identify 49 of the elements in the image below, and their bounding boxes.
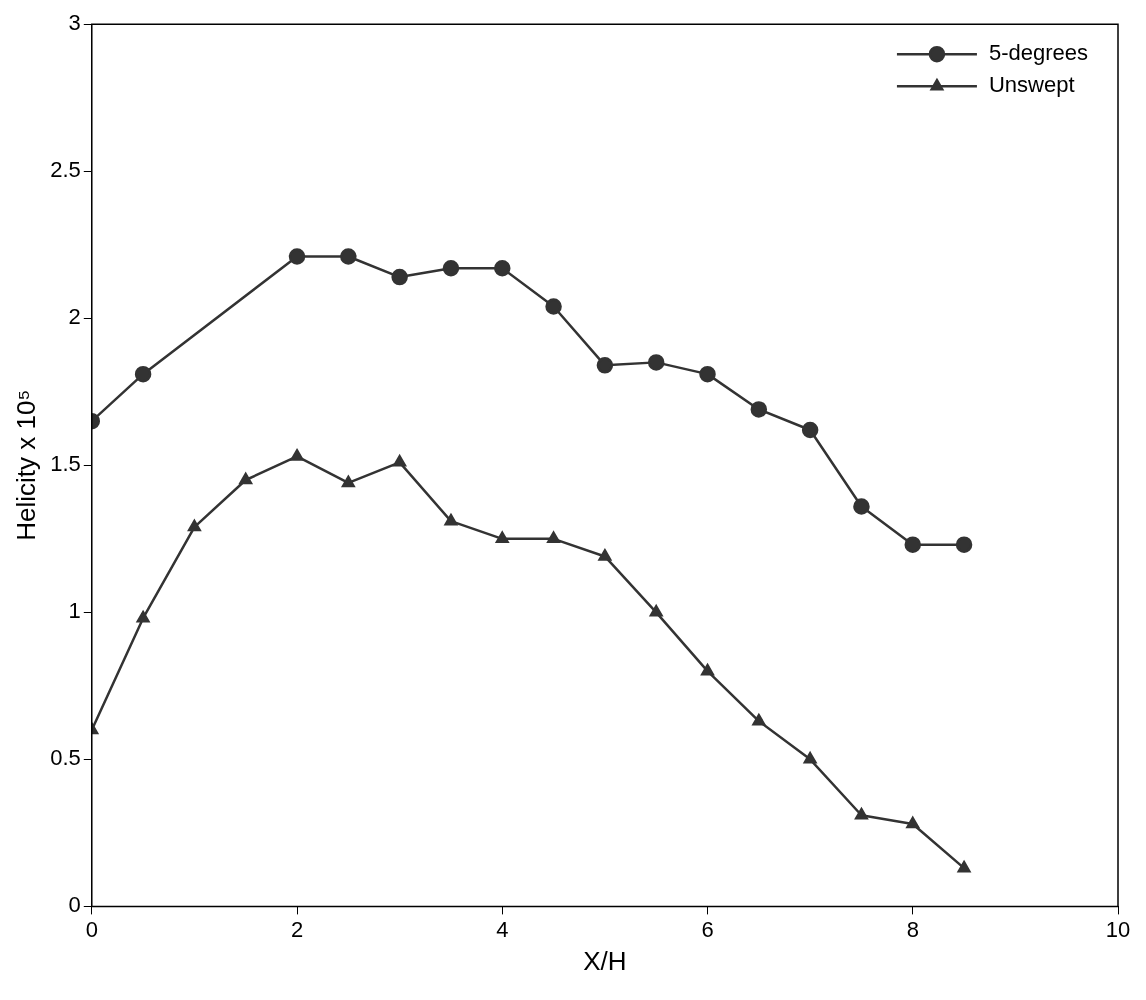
point	[545, 298, 562, 315]
point	[801, 421, 819, 439]
point	[134, 365, 152, 383]
point	[596, 357, 614, 374]
x-tick-label: 10	[1105, 916, 1131, 942]
point	[340, 248, 357, 265]
point	[341, 475, 355, 488]
point	[701, 663, 714, 676]
point	[444, 513, 458, 526]
point	[904, 536, 922, 553]
point	[393, 455, 407, 467]
x-tick-label: 8	[906, 916, 919, 942]
point	[649, 605, 663, 617]
point	[752, 713, 766, 726]
point	[187, 519, 201, 532]
point	[391, 268, 408, 286]
point	[855, 807, 868, 820]
point	[803, 752, 817, 764]
y-tick-label: 3	[68, 10, 81, 36]
x-tick-label: 0	[85, 916, 98, 942]
point	[288, 248, 306, 265]
point	[957, 860, 971, 873]
y-axis-title: Helicity x 10⁵	[10, 389, 41, 541]
point	[750, 401, 768, 418]
y-tick-label: 0	[68, 892, 81, 918]
x-tick-label: 2	[290, 916, 304, 942]
point	[647, 354, 665, 371]
point	[494, 260, 511, 277]
legend-label: Unswept	[988, 72, 1075, 98]
point	[239, 472, 253, 485]
point	[906, 816, 920, 829]
y-tick-label: 2.5	[50, 157, 81, 183]
point	[699, 365, 716, 383]
point	[136, 610, 150, 623]
legend-label: 5-degrees	[988, 40, 1089, 66]
x-tick-label: 6	[701, 916, 714, 942]
point	[955, 536, 973, 553]
y-tick-label: 1	[68, 598, 81, 624]
point	[442, 260, 460, 277]
y-tick-label: 0.5	[50, 745, 81, 771]
x-tick-label: 4	[496, 916, 509, 942]
point	[853, 498, 870, 515]
y-tick-label: 1.5	[50, 451, 81, 477]
x-axis-title: X/H	[583, 945, 627, 976]
y-tick-label: 2	[68, 304, 81, 330]
point	[290, 449, 304, 461]
point	[495, 531, 509, 544]
point	[598, 549, 612, 561]
point	[547, 531, 561, 544]
